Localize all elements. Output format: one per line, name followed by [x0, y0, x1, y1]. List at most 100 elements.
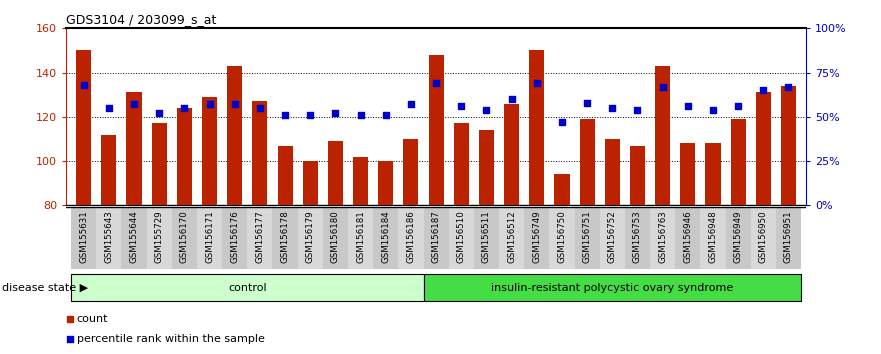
- Bar: [152, 124, 167, 205]
- Point: [203, 102, 217, 107]
- Bar: [71, 274, 424, 301]
- Text: percentile rank within the sample: percentile rank within the sample: [77, 334, 264, 344]
- Bar: [625, 207, 650, 269]
- Bar: [600, 207, 625, 269]
- Text: disease state ▶: disease state ▶: [2, 282, 88, 293]
- Text: GSM156186: GSM156186: [406, 210, 416, 263]
- Bar: [353, 156, 368, 205]
- Point: [267, 61, 281, 67]
- Bar: [278, 145, 292, 205]
- Text: GSM155644: GSM155644: [130, 210, 138, 263]
- Text: GSM156176: GSM156176: [230, 210, 240, 263]
- Bar: [348, 207, 374, 269]
- Bar: [252, 101, 268, 205]
- Bar: [655, 66, 670, 205]
- Text: count: count: [77, 314, 108, 325]
- Text: GSM156177: GSM156177: [255, 210, 264, 263]
- Point: [152, 110, 167, 116]
- Text: GSM156951: GSM156951: [784, 210, 793, 263]
- Bar: [272, 207, 298, 269]
- Bar: [146, 207, 172, 269]
- Point: [605, 105, 619, 111]
- Text: GSM156948: GSM156948: [708, 210, 717, 263]
- Bar: [403, 139, 418, 205]
- Point: [403, 102, 418, 107]
- Text: GDS3104 / 203099_s_at: GDS3104 / 203099_s_at: [66, 13, 217, 26]
- Bar: [298, 207, 322, 269]
- Point: [681, 103, 695, 109]
- Point: [353, 112, 367, 118]
- Bar: [202, 97, 217, 205]
- Point: [329, 110, 343, 116]
- Point: [127, 102, 141, 107]
- Bar: [378, 161, 393, 205]
- Text: GSM155631: GSM155631: [79, 210, 88, 263]
- Text: GSM156178: GSM156178: [280, 210, 290, 263]
- Point: [253, 105, 267, 111]
- Point: [278, 112, 292, 118]
- Text: GSM156752: GSM156752: [608, 210, 617, 263]
- Bar: [448, 207, 474, 269]
- Bar: [604, 139, 620, 205]
- Point: [379, 112, 393, 118]
- Point: [102, 105, 116, 111]
- Text: GSM155643: GSM155643: [104, 210, 114, 263]
- Point: [479, 107, 493, 113]
- Point: [455, 103, 469, 109]
- Point: [731, 103, 745, 109]
- Text: GSM155729: GSM155729: [155, 210, 164, 263]
- Text: GSM156170: GSM156170: [180, 210, 189, 263]
- Point: [227, 102, 241, 107]
- Bar: [756, 92, 771, 205]
- Text: GSM156180: GSM156180: [331, 210, 340, 263]
- Bar: [524, 207, 550, 269]
- Bar: [172, 207, 197, 269]
- Bar: [454, 124, 469, 205]
- Point: [177, 105, 191, 111]
- Bar: [424, 274, 801, 301]
- Text: GSM156171: GSM156171: [205, 210, 214, 263]
- Point: [529, 80, 544, 86]
- Bar: [700, 207, 726, 269]
- Point: [505, 96, 519, 102]
- Bar: [504, 104, 519, 205]
- Point: [77, 82, 91, 88]
- Bar: [374, 207, 398, 269]
- Bar: [781, 86, 796, 205]
- Text: GSM156750: GSM156750: [558, 210, 566, 263]
- Bar: [76, 51, 92, 205]
- Point: [555, 119, 569, 125]
- Text: GSM156946: GSM156946: [684, 210, 692, 263]
- Bar: [630, 145, 645, 205]
- Text: GSM156949: GSM156949: [734, 210, 743, 263]
- Point: [580, 100, 594, 105]
- Bar: [726, 207, 751, 269]
- Bar: [499, 207, 524, 269]
- Bar: [322, 207, 348, 269]
- Bar: [398, 207, 424, 269]
- Text: GSM156179: GSM156179: [306, 210, 315, 263]
- Bar: [227, 66, 242, 205]
- Text: GSM156187: GSM156187: [432, 210, 440, 263]
- Bar: [71, 207, 96, 269]
- Bar: [706, 143, 721, 205]
- Bar: [650, 207, 675, 269]
- Point: [267, 238, 281, 244]
- Text: GSM156184: GSM156184: [381, 210, 390, 263]
- Bar: [197, 207, 222, 269]
- Bar: [101, 135, 116, 205]
- Bar: [474, 207, 499, 269]
- Point: [303, 112, 317, 118]
- Text: GSM156749: GSM156749: [532, 210, 541, 263]
- Bar: [529, 51, 544, 205]
- Text: GSM156751: GSM156751: [582, 210, 592, 263]
- Bar: [675, 207, 700, 269]
- Bar: [751, 207, 776, 269]
- Point: [706, 107, 720, 113]
- Bar: [776, 207, 801, 269]
- Bar: [554, 175, 569, 205]
- Point: [756, 87, 770, 93]
- Bar: [428, 55, 444, 205]
- Text: GSM156763: GSM156763: [658, 210, 667, 263]
- Point: [781, 84, 796, 90]
